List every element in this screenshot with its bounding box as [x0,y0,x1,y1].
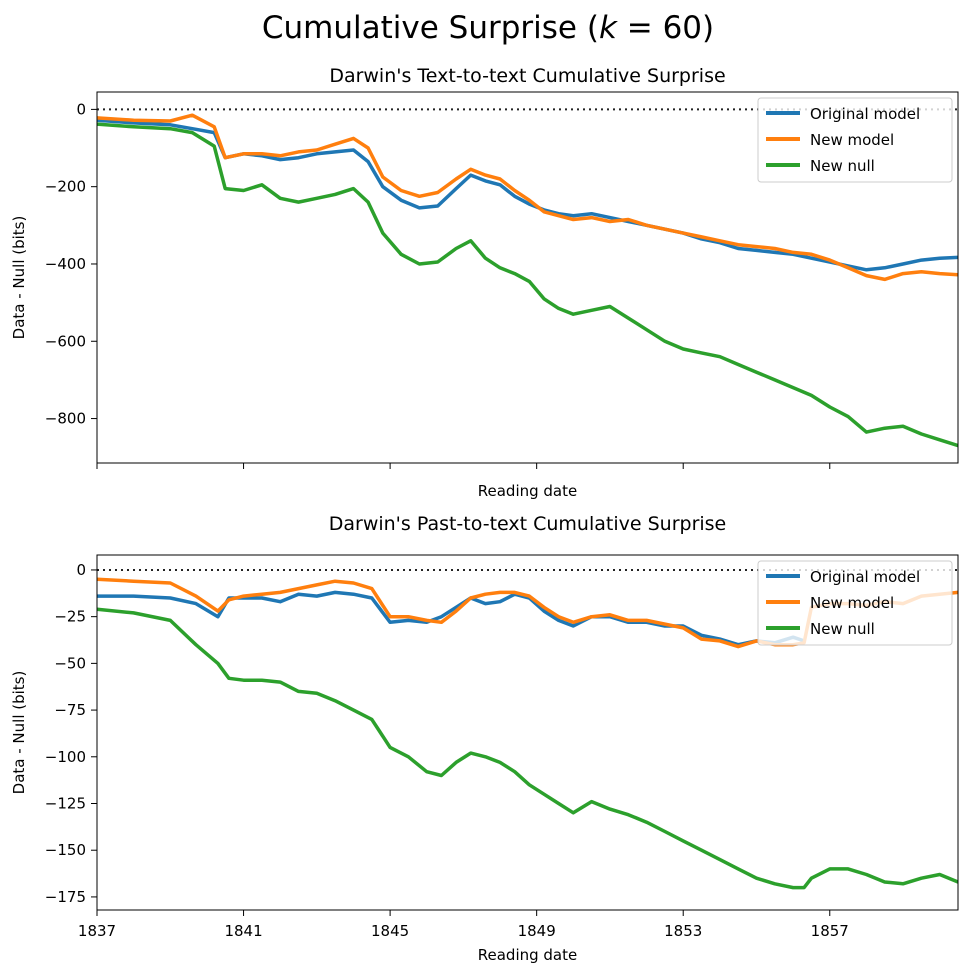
chart-panel-2: Darwin's Past-to-text Cumulative Surpris… [10,513,959,964]
legend: Original model New model New null [757,560,953,646]
y-tick-label: −400 [45,255,86,273]
x-tick-label: 1853 [664,922,702,940]
axes-frame [96,554,959,911]
y-tick-label: −25 [54,608,86,626]
legend: Original model New model New null [757,97,953,183]
legend-entry: New model [810,594,894,612]
y-tick-label: −600 [45,332,86,350]
x-axis-label: Reading date [478,482,577,500]
x-tick-label: 1857 [811,922,849,940]
series-line-new-null [97,122,958,448]
legend-box [757,560,953,646]
legend-entry: Original model [810,105,920,123]
chart-title: Darwin's Text-to-text Cumulative Surpris… [329,65,725,87]
series-line-original-model [97,590,806,647]
y-axis-label: Data - Null (bits) [10,216,28,340]
y-tick-label: −100 [45,748,86,766]
legend-entry: New null [810,620,875,638]
axes-frame [96,91,959,464]
y-tick-label: −175 [45,888,86,906]
figure-title: Cumulative Surprise (k = 60) [261,10,715,46]
series-line-new-model [97,113,958,282]
series-line-new-null [97,607,958,890]
y-tick-label: −75 [54,701,86,719]
legend-entry: Original model [810,568,920,586]
y-tick-label: −150 [45,841,86,859]
x-tick-label: 1845 [371,922,409,940]
y-tick-label: −200 [45,178,86,196]
legend-entry: New model [810,131,894,149]
y-tick-label: −50 [54,654,86,672]
y-tick-label: 0 [76,100,86,118]
y-axis-label: Data - Null (bits) [10,671,28,795]
chart-title: Darwin's Past-to-text Cumulative Surpris… [329,513,727,535]
y-tick-label: −125 [45,795,86,813]
legend-box [757,97,953,183]
x-axis-label: Reading date [478,946,577,964]
y-tick-label: −800 [45,410,86,428]
legend-entry: New null [810,157,875,175]
y-tick-label: 0 [76,561,86,579]
x-tick-label: 1837 [78,922,116,940]
x-tick-label: 1849 [518,922,556,940]
x-tick-label: 1841 [224,922,262,940]
chart-panel-1: Darwin's Text-to-text Cumulative Surpris… [10,65,959,500]
